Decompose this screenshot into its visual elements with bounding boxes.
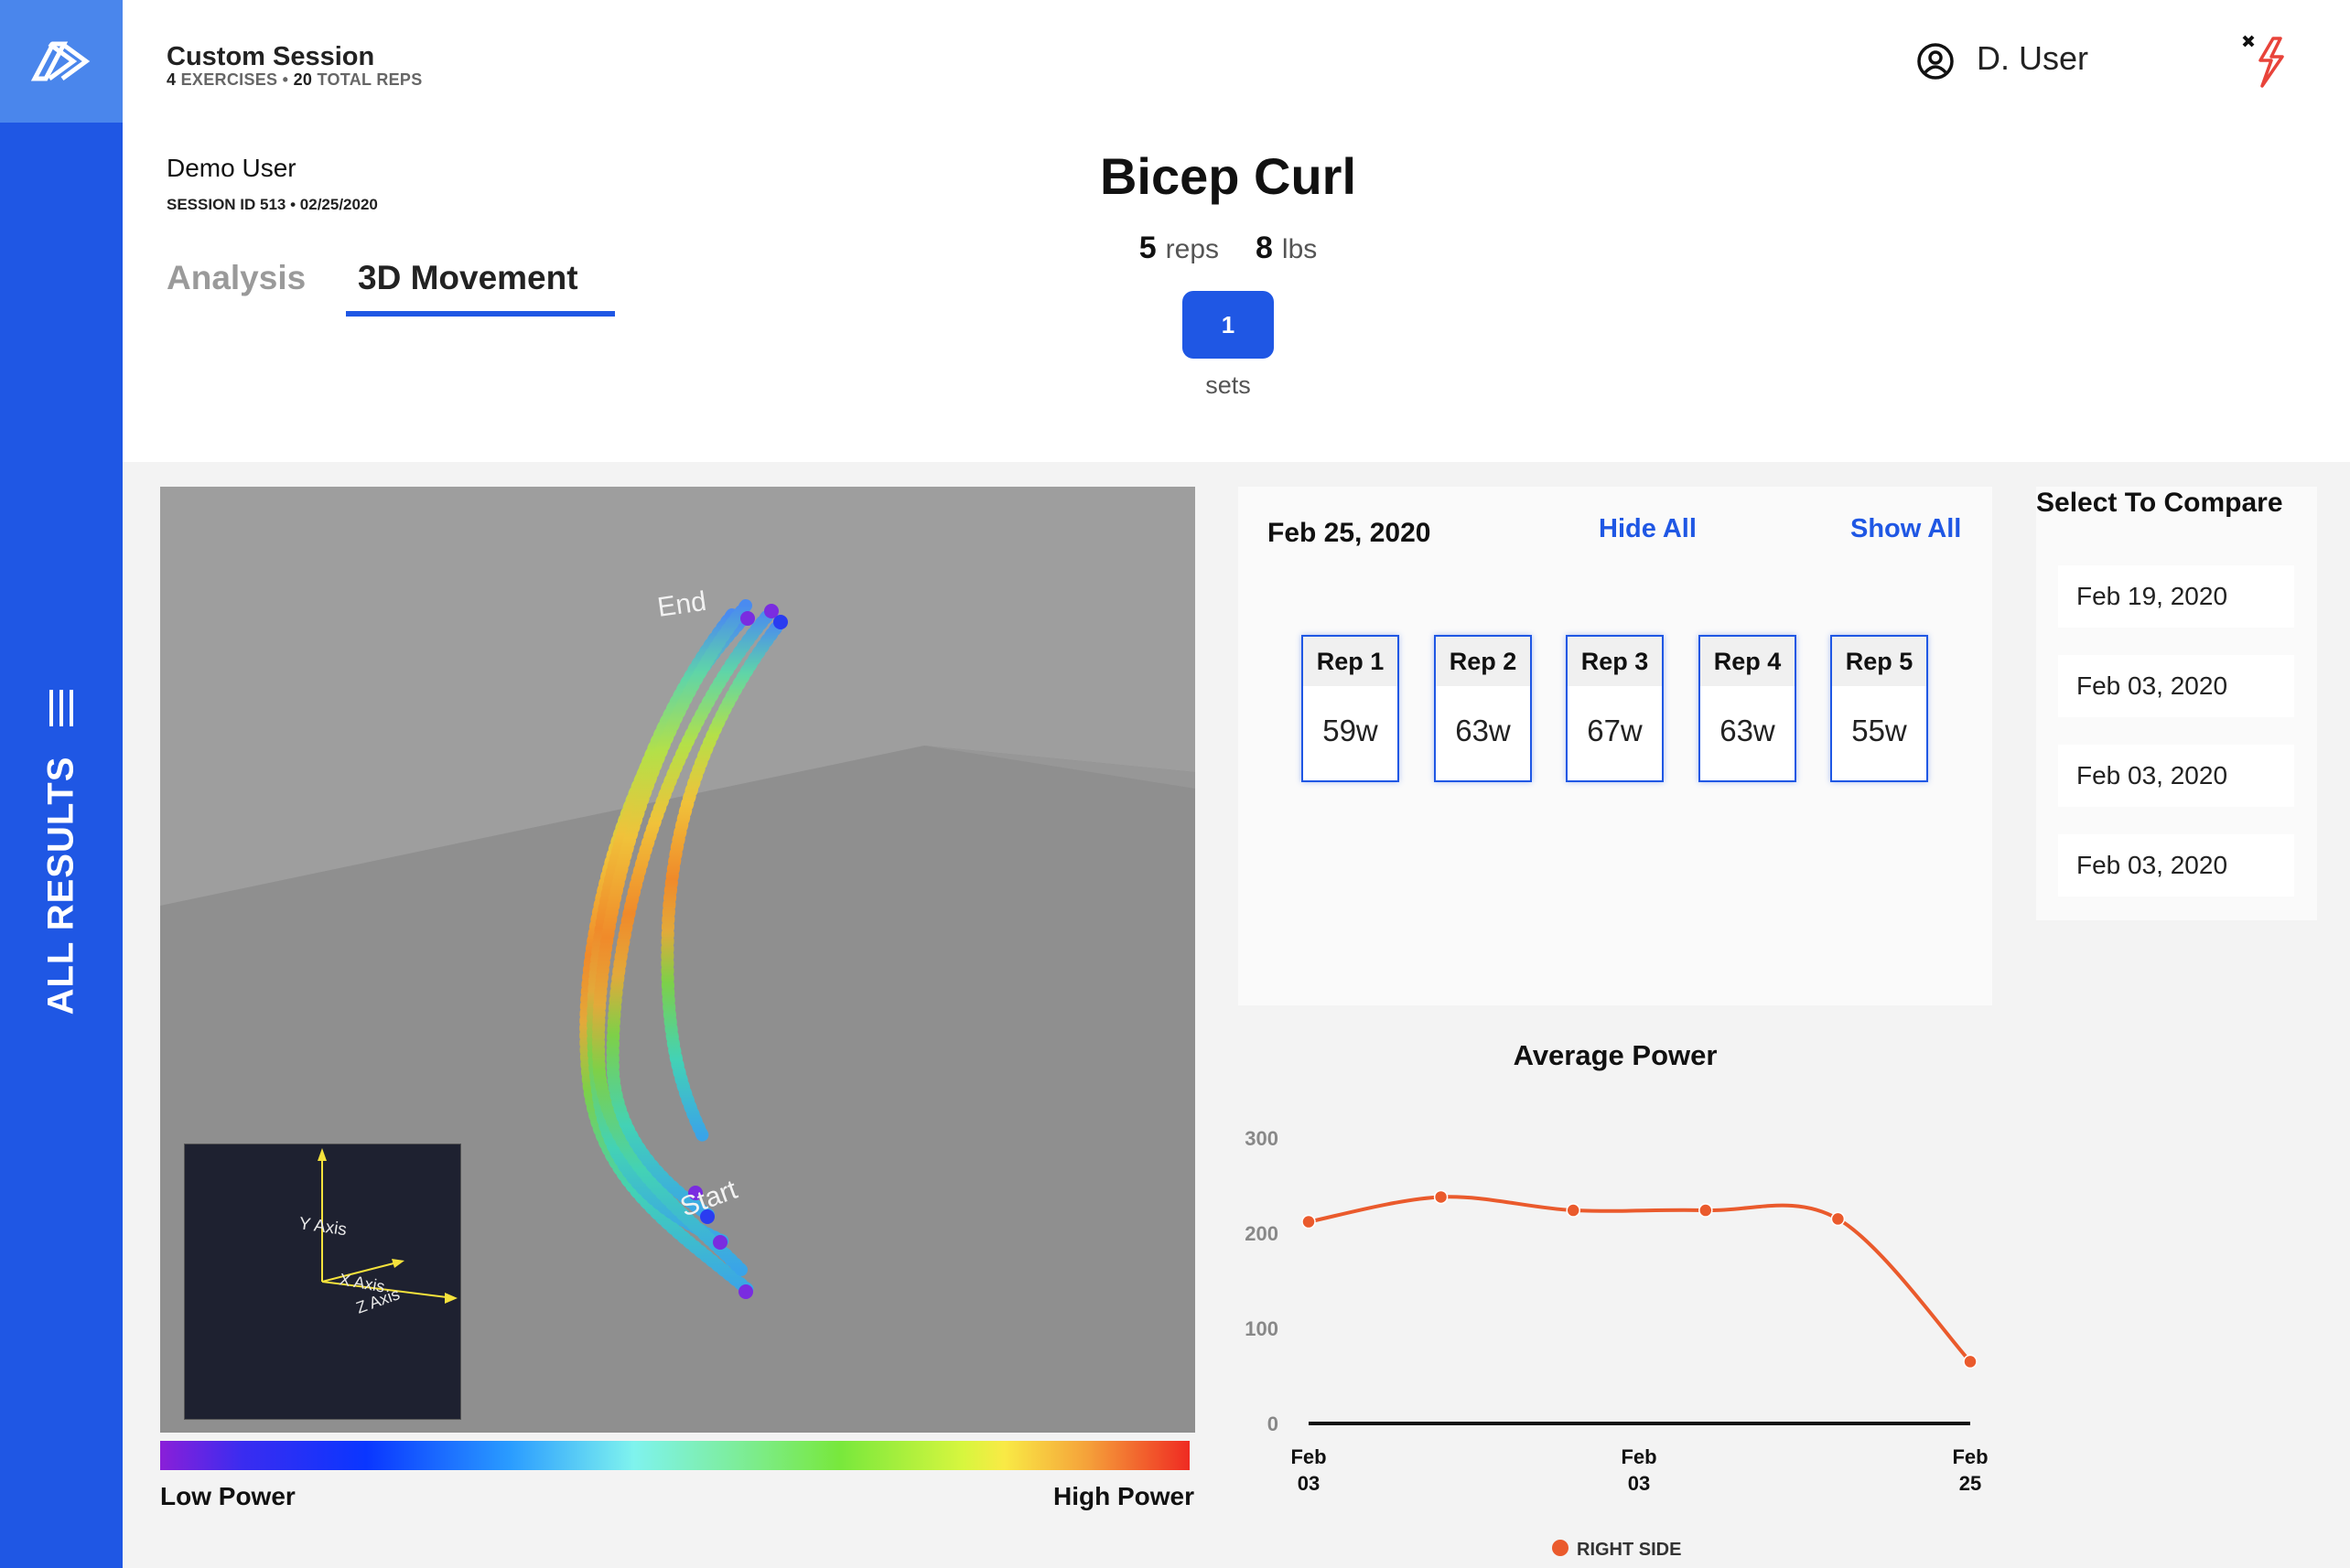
rep-label: Rep 5 bbox=[1832, 637, 1926, 686]
rep-power-value: 63w bbox=[1719, 714, 1775, 747]
rep-card-3[interactable]: Rep 3 67w bbox=[1566, 635, 1664, 782]
rep-label: Rep 1 bbox=[1303, 637, 1397, 686]
set-selector-button[interactable]: 1 bbox=[1182, 291, 1274, 359]
compare-title: Select To Compare bbox=[2036, 488, 2283, 518]
sidebar bbox=[0, 0, 123, 1568]
legend-label: RIGHT SIDE bbox=[1577, 1540, 1681, 1560]
compare-session-item[interactable]: Feb 03, 2020 bbox=[2058, 655, 2294, 717]
user-full-name: Demo User bbox=[167, 154, 296, 182]
active-tab-indicator bbox=[346, 311, 615, 317]
tab-3d-movement[interactable]: 3D Movement bbox=[358, 259, 578, 296]
y-tick-label: 300 bbox=[1245, 1127, 1278, 1150]
reps-count: 5 bbox=[1138, 231, 1157, 265]
3d-movement-viewport[interactable]: End Start bbox=[160, 487, 1195, 1433]
high-power-label: High Power bbox=[1052, 1482, 1194, 1510]
y-axis-label: Y Axis bbox=[297, 1214, 348, 1240]
legend-marker bbox=[1552, 1540, 1568, 1556]
average-power-chart: 0 100 200 300 Feb 03 Feb 03 Feb 25 RIGHT SIDE bbox=[1245, 1127, 1988, 1560]
y-tick-label: 100 bbox=[1245, 1317, 1278, 1340]
exercise-stats: 5 reps 8 lbs bbox=[999, 231, 1457, 266]
axis-gizmo: Y Axis X Axis Z Axis bbox=[184, 1144, 461, 1420]
chevrons-logo-icon bbox=[30, 41, 91, 81]
data-point bbox=[1433, 1189, 1449, 1205]
compare-session-item[interactable]: Feb 19, 2020 bbox=[2058, 565, 2294, 628]
series-line bbox=[1308, 1195, 1972, 1363]
rep-power-value: 63w bbox=[1455, 714, 1511, 747]
exercise-title: Bicep Curl bbox=[1099, 147, 1357, 205]
user-account-icon[interactable] bbox=[1916, 42, 1955, 85]
y-tick-label: 200 bbox=[1245, 1222, 1278, 1245]
all-results-button[interactable]: ALL RESULTS bbox=[40, 756, 81, 1015]
data-point bbox=[1830, 1211, 1846, 1227]
x-tick-label: 03 bbox=[1628, 1472, 1650, 1495]
session-summary: 4 EXERCISES • 20 TOTAL REPS bbox=[167, 70, 423, 89]
rep-power-value: 55w bbox=[1851, 714, 1907, 747]
compare-session-item[interactable]: Feb 03, 2020 bbox=[2058, 745, 2294, 807]
menu-lines-icon[interactable] bbox=[46, 688, 77, 733]
trajectory-end-label: End bbox=[655, 586, 707, 623]
total-reps-label: TOTAL REPS bbox=[317, 70, 423, 89]
tab-analysis[interactable]: Analysis bbox=[167, 259, 307, 296]
rep-label: Rep 2 bbox=[1436, 637, 1530, 686]
user-name[interactable]: D. User bbox=[1977, 39, 2089, 77]
weight-value: 8 bbox=[1256, 231, 1273, 265]
session-id: SESSION ID 513 • 02/25/2020 bbox=[167, 196, 378, 213]
y-tick-label: 0 bbox=[1267, 1412, 1278, 1435]
rep-label: Rep 4 bbox=[1700, 637, 1795, 686]
weight-unit: lbs bbox=[1281, 234, 1318, 264]
reps-panel-date: Feb 25, 2020 bbox=[1267, 518, 1431, 548]
exercises-count: 4 bbox=[167, 70, 177, 89]
rep-card-1[interactable]: Rep 1 59w bbox=[1301, 635, 1399, 782]
show-all-button[interactable]: Show All bbox=[1850, 514, 1962, 543]
header bbox=[123, 0, 2350, 462]
rep-card-5[interactable]: Rep 5 55w bbox=[1830, 635, 1928, 782]
total-reps-count: 20 bbox=[293, 70, 313, 89]
rep-label: Rep 3 bbox=[1568, 637, 1662, 686]
rep-card-4[interactable]: Rep 4 63w bbox=[1698, 635, 1796, 782]
app-logo[interactable] bbox=[0, 0, 123, 123]
data-point bbox=[1698, 1203, 1713, 1218]
x-tick-label: Feb bbox=[1952, 1445, 1988, 1468]
data-point bbox=[1963, 1354, 1978, 1369]
hide-all-button[interactable]: Hide All bbox=[1599, 514, 1697, 543]
x-tick-label: Feb bbox=[1290, 1445, 1326, 1468]
x-tick-label: 03 bbox=[1298, 1472, 1320, 1495]
x-tick-label: 25 bbox=[1959, 1472, 1981, 1495]
sets-label: sets bbox=[1205, 371, 1251, 399]
compare-session-item[interactable]: Feb 03, 2020 bbox=[2058, 834, 2294, 897]
power-color-scale bbox=[160, 1441, 1190, 1470]
exercises-label: EXERCISES bbox=[180, 70, 278, 89]
rep-power-value: 67w bbox=[1587, 714, 1643, 747]
rep-card-2[interactable]: Rep 2 63w bbox=[1434, 635, 1532, 782]
close-bolt-icon[interactable] bbox=[2240, 33, 2295, 96]
session-title: Custom Session bbox=[167, 42, 375, 71]
x-tick-label: Feb bbox=[1621, 1445, 1656, 1468]
low-power-label: Low Power bbox=[160, 1482, 296, 1510]
rep-power-value: 59w bbox=[1322, 714, 1378, 747]
reps-unit: reps bbox=[1165, 234, 1219, 264]
chart-title: Average Power bbox=[1513, 1039, 1718, 1071]
movement-trajectories bbox=[579, 599, 787, 1298]
data-point bbox=[1301, 1214, 1316, 1230]
data-point bbox=[1566, 1203, 1580, 1218]
